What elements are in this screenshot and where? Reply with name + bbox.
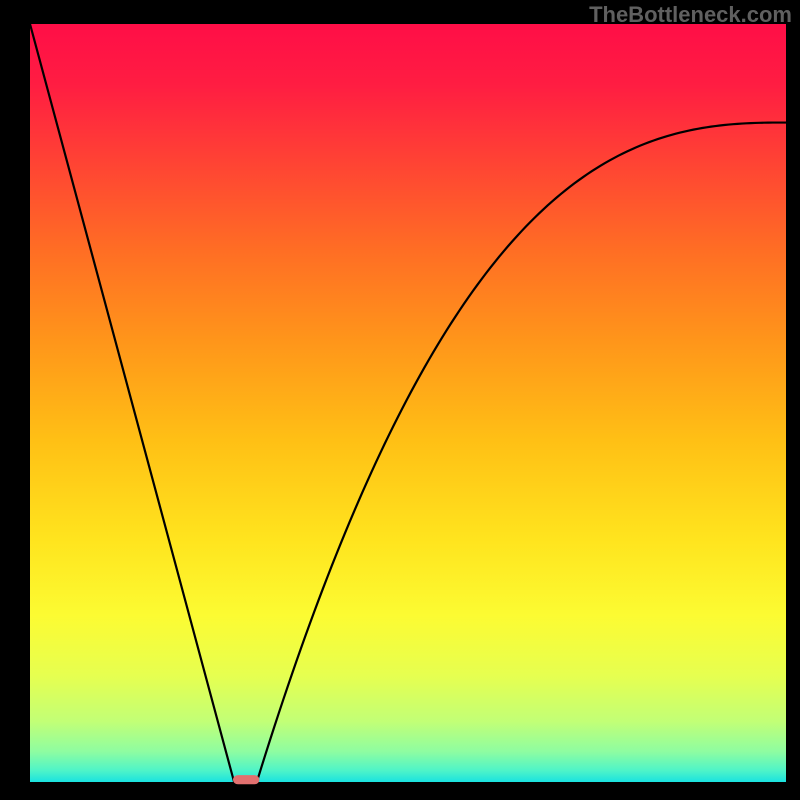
watermark-text: TheBottleneck.com [589,2,792,28]
gradient-background [30,24,786,782]
minimum-marker [233,775,259,784]
chart-svg [0,0,800,800]
chart-container [0,0,800,800]
